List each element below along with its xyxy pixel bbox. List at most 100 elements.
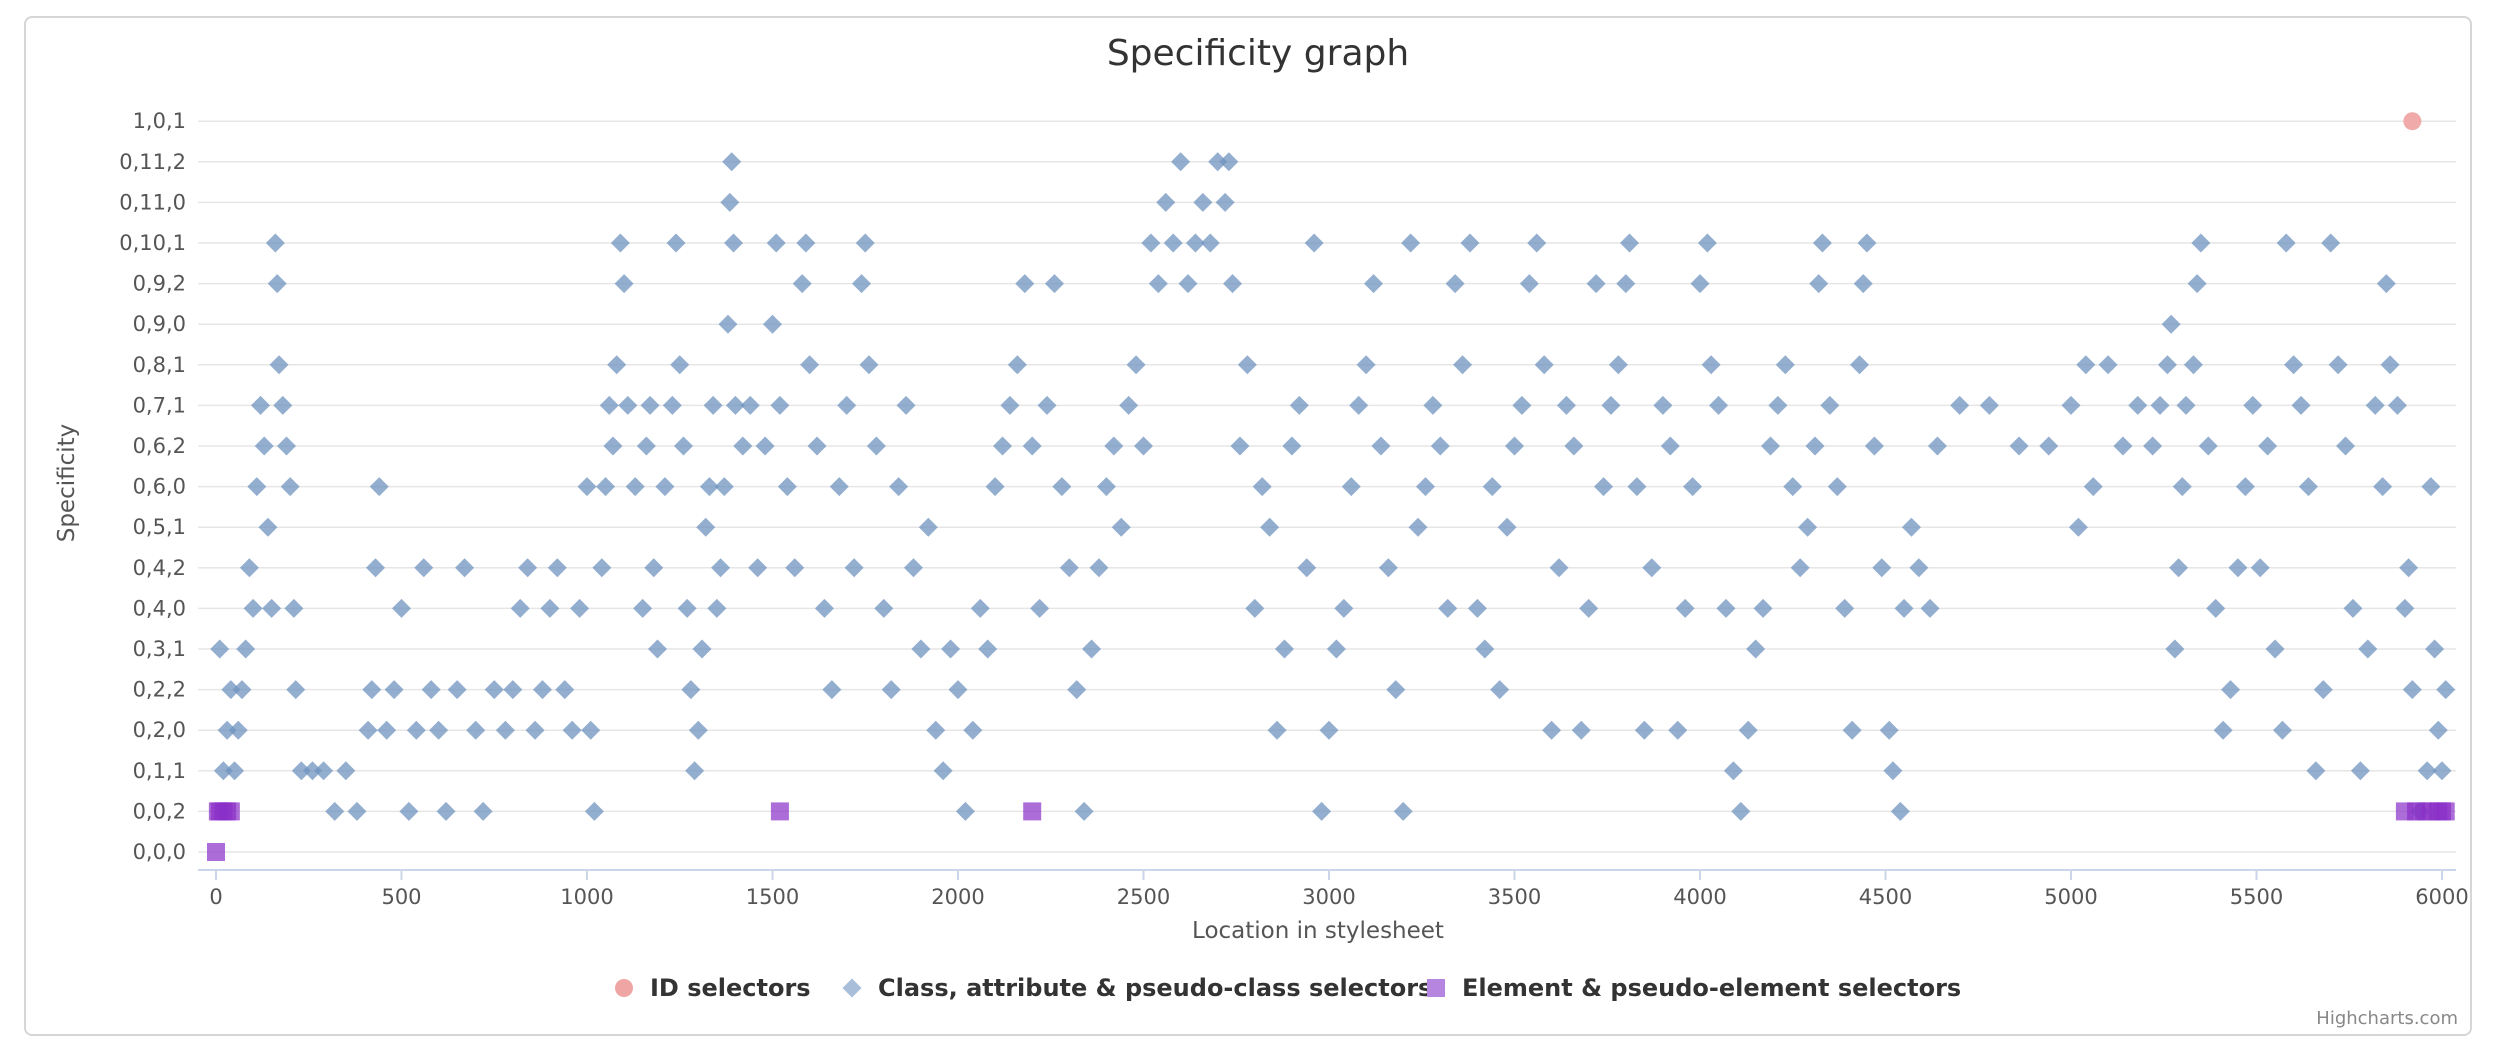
data-point[interactable] <box>284 598 304 618</box>
data-point[interactable] <box>796 233 816 253</box>
data-point[interactable] <box>1453 355 1473 375</box>
data-point[interactable] <box>1282 436 1302 456</box>
data-point[interactable] <box>592 558 612 578</box>
data-point[interactable] <box>280 477 300 497</box>
data-point[interactable] <box>243 598 263 618</box>
data-point[interactable] <box>532 680 552 700</box>
data-point[interactable] <box>614 274 634 294</box>
data-point[interactable] <box>1746 639 1766 659</box>
data-point[interactable] <box>670 355 690 375</box>
data-point[interactable] <box>1798 517 1818 537</box>
data-point[interactable] <box>1219 152 1239 172</box>
data-point[interactable] <box>269 355 289 375</box>
data-point[interactable] <box>584 801 604 821</box>
data-point[interactable] <box>681 680 701 700</box>
data-point[interactable] <box>1148 274 1168 294</box>
data-point[interactable] <box>247 477 267 497</box>
data-point[interactable] <box>814 598 834 618</box>
data-point[interactable] <box>1438 598 1458 618</box>
data-point[interactable] <box>1074 801 1094 821</box>
data-point[interactable] <box>755 436 775 456</box>
data-point[interactable] <box>1245 598 1265 618</box>
data-point[interactable] <box>1223 274 1243 294</box>
data-point[interactable] <box>455 558 475 578</box>
data-point[interactable] <box>1475 639 1495 659</box>
data-point[interactable] <box>1775 355 1795 375</box>
data-point[interactable] <box>2150 395 2170 415</box>
data-point[interactable] <box>1716 598 1736 618</box>
data-point[interactable] <box>1052 477 1072 497</box>
data-point[interactable] <box>1341 477 1361 497</box>
data-point[interactable] <box>2395 598 2415 618</box>
data-point[interactable] <box>1809 274 1829 294</box>
data-point[interactable] <box>1820 395 1840 415</box>
data-point[interactable] <box>2428 720 2448 740</box>
data-point[interactable] <box>1790 558 1810 578</box>
data-point[interactable] <box>2206 598 2226 618</box>
data-point[interactable] <box>447 680 467 700</box>
data-point[interactable] <box>2250 558 2270 578</box>
data-point[interactable] <box>792 274 812 294</box>
data-point[interactable] <box>1950 395 1970 415</box>
data-point[interactable] <box>1812 233 1832 253</box>
data-point[interactable] <box>837 395 857 415</box>
data-point[interactable] <box>1857 233 1877 253</box>
data-point[interactable] <box>941 639 961 659</box>
data-point[interactable] <box>254 436 274 456</box>
legend[interactable]: ID selectors Class, attribute & pseudo-cl… <box>615 974 1961 1002</box>
data-point[interactable] <box>955 801 975 821</box>
data-point[interactable] <box>1430 436 1450 456</box>
data-point[interactable] <box>2380 355 2400 375</box>
data-point[interactable] <box>2313 680 2333 700</box>
data-point[interactable] <box>495 720 515 740</box>
data-point[interactable] <box>2328 355 2348 375</box>
data-point[interactable] <box>1901 517 1921 537</box>
data-point[interactable] <box>896 395 916 415</box>
data-point[interactable] <box>2365 395 2385 415</box>
data-point[interactable] <box>1675 598 1695 618</box>
data-point[interactable] <box>1289 395 1309 415</box>
data-point[interactable] <box>1185 233 1205 253</box>
data-point[interactable] <box>1512 395 1532 415</box>
data-point[interactable] <box>1104 436 1124 456</box>
data-point[interactable] <box>1738 720 1758 740</box>
data-point[interactable] <box>1827 477 1847 497</box>
data-point[interactable] <box>903 558 923 578</box>
data-point[interactable] <box>1007 355 1027 375</box>
legend-item[interactable]: ID selectors <box>615 974 811 1002</box>
data-point[interactable] <box>718 314 738 334</box>
data-point[interactable] <box>1864 436 1884 456</box>
data-point[interactable] <box>607 355 627 375</box>
data-point[interactable] <box>213 761 233 781</box>
data-point[interactable] <box>724 233 744 253</box>
data-point[interactable] <box>1334 598 1354 618</box>
data-point[interactable] <box>599 395 619 415</box>
data-point[interactable] <box>1653 395 1673 415</box>
data-point[interactable] <box>1252 477 1272 497</box>
data-point[interactable] <box>640 395 660 415</box>
data-point[interactable] <box>763 314 782 334</box>
data-point[interactable] <box>236 639 256 659</box>
data-point[interactable] <box>2198 436 2218 456</box>
data-point[interactable] <box>911 639 931 659</box>
data-point[interactable] <box>1883 761 1903 781</box>
data-point[interactable] <box>2350 761 2370 781</box>
data-point[interactable] <box>926 720 946 740</box>
data-point[interactable] <box>1230 436 1250 456</box>
data-point[interactable] <box>770 802 789 821</box>
data-point[interactable] <box>525 720 545 740</box>
data-point[interactable] <box>239 558 259 578</box>
data-point[interactable] <box>1482 477 1502 497</box>
data-point[interactable] <box>384 680 404 700</box>
data-point[interactable] <box>347 801 367 821</box>
data-point[interactable] <box>1023 802 1042 821</box>
data-point[interactable] <box>2425 639 2445 659</box>
data-point[interactable] <box>692 639 712 659</box>
data-point[interactable] <box>1853 274 1873 294</box>
data-point[interactable] <box>1586 274 1606 294</box>
data-point[interactable] <box>1534 355 1554 375</box>
data-point[interactable] <box>2284 355 2304 375</box>
data-point[interactable] <box>703 395 723 415</box>
data-point[interactable] <box>540 598 560 618</box>
data-point[interactable] <box>807 436 827 456</box>
